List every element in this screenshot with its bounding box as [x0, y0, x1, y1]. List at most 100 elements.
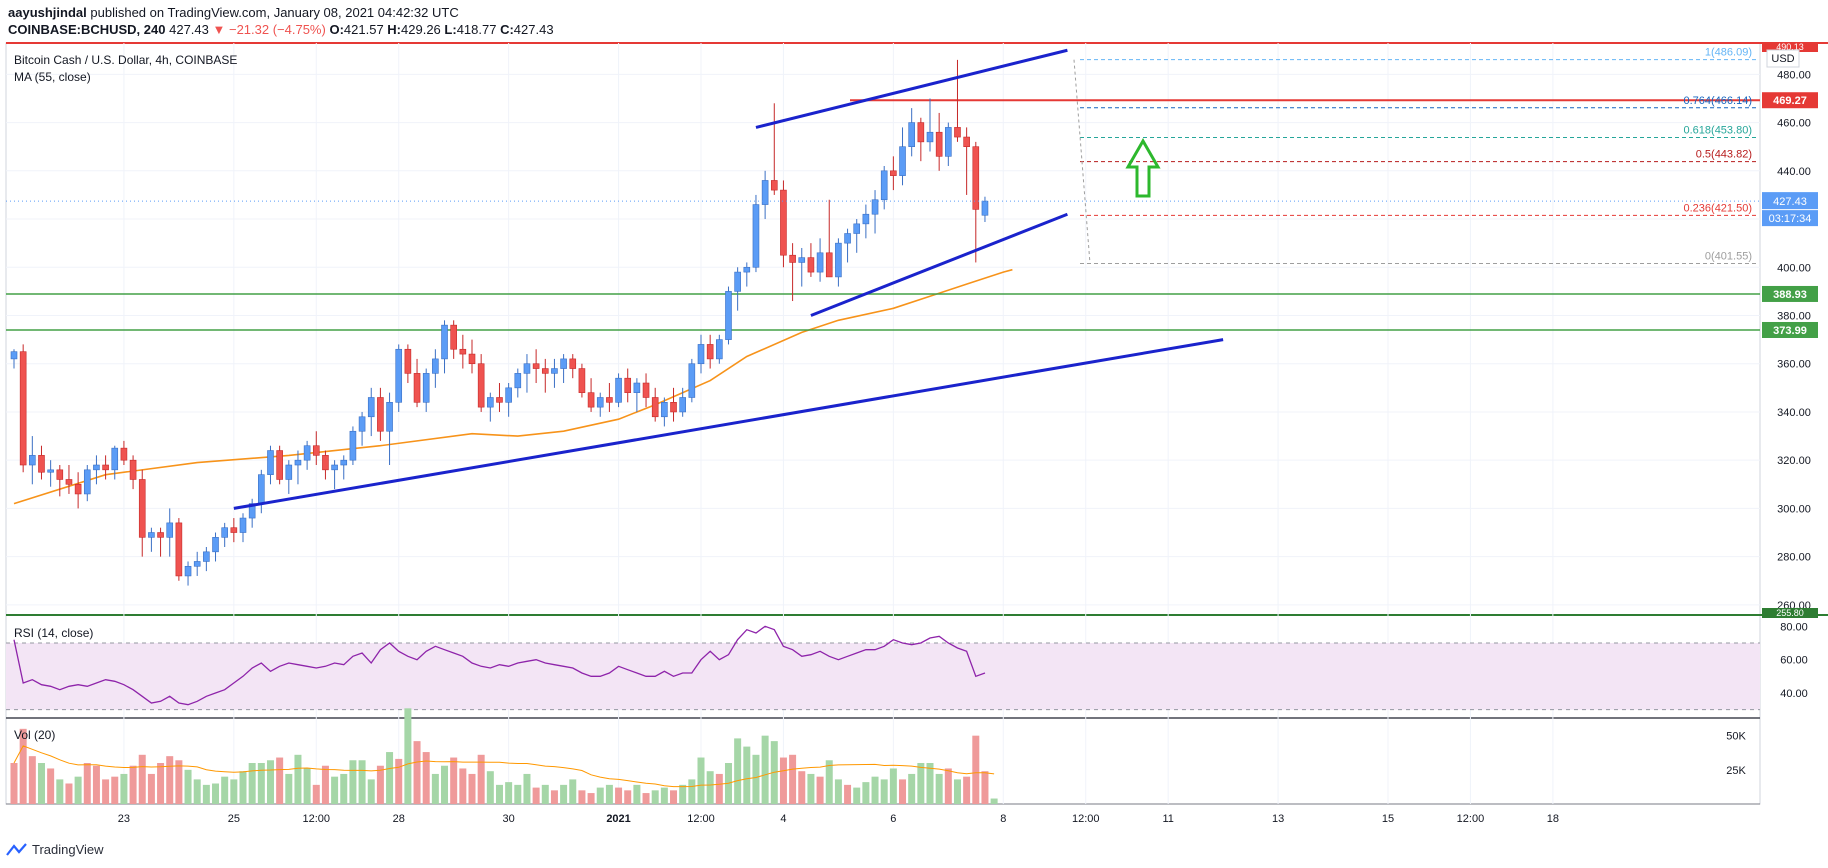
volume-bar — [257, 763, 265, 804]
volume-bar — [285, 773, 293, 804]
volume-bar — [706, 771, 714, 804]
volume-bar — [340, 773, 348, 804]
volume-bar — [138, 754, 146, 804]
volume-bar — [422, 752, 430, 804]
volume-bar — [834, 779, 842, 804]
volume-bar — [248, 763, 256, 804]
volume-bar — [56, 779, 64, 804]
volume-bar — [367, 779, 375, 804]
volume-bar — [633, 784, 641, 804]
candle-down — [807, 257, 815, 273]
trendline — [233, 338, 1224, 510]
candle-up — [285, 464, 293, 480]
volume-bar — [514, 784, 522, 804]
time-tick-label: 6 — [890, 813, 896, 825]
volume-bar — [596, 787, 604, 804]
candle-down — [780, 189, 787, 256]
candle-down — [651, 397, 659, 418]
candle-down — [670, 402, 677, 413]
candle-down — [770, 180, 778, 191]
candle-down — [642, 382, 650, 398]
volume-bar — [495, 784, 503, 804]
candle-down — [477, 363, 485, 408]
volume-bar — [990, 798, 998, 804]
candle-up — [697, 344, 705, 365]
candle-down — [532, 363, 540, 369]
time-tick-label: 12:00 — [1457, 813, 1485, 825]
up-arrow-annotation[interactable] — [1125, 137, 1161, 198]
candle-down — [578, 368, 586, 393]
candle-down — [413, 373, 421, 403]
time-tick-label: 23 — [118, 813, 130, 825]
volume-bar — [981, 771, 989, 804]
trendline — [810, 212, 1068, 317]
price-axis[interactable]: 260.00280.00300.00320.00340.00360.00380.… — [6, 42, 1818, 618]
candle-up — [734, 271, 741, 292]
candle-down — [129, 459, 137, 480]
volume-bar — [111, 776, 119, 804]
candle-down — [19, 351, 27, 466]
candle-up — [633, 382, 641, 393]
currency-badge[interactable] — [1766, 49, 1800, 68]
candle-up — [212, 537, 219, 553]
candle-down — [972, 146, 980, 210]
volume-bar — [102, 779, 110, 804]
candle-down — [606, 397, 613, 403]
vol-label: Vol (20) — [14, 728, 55, 742]
trendlines[interactable] — [233, 48, 1224, 510]
candle-up — [596, 397, 604, 408]
volume-bar — [807, 773, 815, 804]
volume-bar — [19, 728, 27, 804]
volume-bar — [670, 790, 678, 804]
chart-title: Bitcoin Cash / U.S. Dollar, 4h, COINBASE — [14, 53, 237, 67]
candle-up — [303, 445, 311, 461]
candle-down — [496, 397, 503, 403]
rsi-band — [6, 643, 1760, 710]
rsi-line — [13, 625, 986, 706]
volume-bar — [312, 784, 320, 804]
candle-down — [890, 170, 897, 176]
low-label: L: — [444, 22, 457, 37]
time-axis[interactable]: 23 25 12:00 28 30 2021 12:00 4 6 8 12:00 11 13 15 12:0… — [118, 813, 1559, 825]
candle-up — [239, 517, 247, 533]
volume-bar — [761, 735, 769, 804]
symbol-info: COINBASE:BCHUSD, 240 427.43 ▼ −21.32 (−4… — [8, 22, 554, 37]
ma-label: MA (55, close) — [14, 70, 91, 84]
close-label: C: — [500, 22, 514, 37]
candle-up — [798, 257, 806, 263]
candle-down — [541, 368, 549, 374]
price-tick-label: 480.00 — [1777, 69, 1811, 81]
volume-bar — [65, 783, 73, 804]
candles — [10, 59, 989, 586]
volume-bar — [688, 779, 696, 804]
volume-bar — [184, 769, 192, 804]
support-price-badge — [1762, 285, 1818, 302]
candle-up — [83, 469, 91, 495]
tradingview-brand: TradingView — [32, 842, 104, 857]
bottom-price-badge — [1762, 608, 1818, 618]
rsi-tick-label: 60.00 — [1780, 655, 1808, 667]
volume-bar — [505, 782, 513, 804]
volume-bar — [303, 768, 311, 804]
volume-bar — [715, 773, 723, 804]
volume-bar — [798, 771, 806, 804]
volume-tick-label: 25K — [1726, 765, 1746, 777]
candle-down — [587, 392, 595, 408]
candle-up — [29, 455, 36, 466]
candle-up — [331, 464, 338, 471]
candle-up — [945, 127, 952, 157]
candle-up — [716, 339, 723, 360]
candle-down — [450, 324, 457, 350]
volume-ma-line — [13, 745, 995, 788]
candle-up — [248, 503, 256, 519]
volume-bar — [376, 765, 384, 804]
candle-up — [743, 266, 751, 273]
candle-up — [725, 291, 732, 340]
rsi-label: RSI (14, close) — [14, 626, 93, 640]
candle-up — [926, 131, 934, 143]
ma-55-line — [13, 268, 1013, 505]
tradingview-logo[interactable]: TradingView — [6, 842, 104, 857]
volume-bar — [239, 771, 247, 804]
candle-up — [862, 213, 870, 225]
